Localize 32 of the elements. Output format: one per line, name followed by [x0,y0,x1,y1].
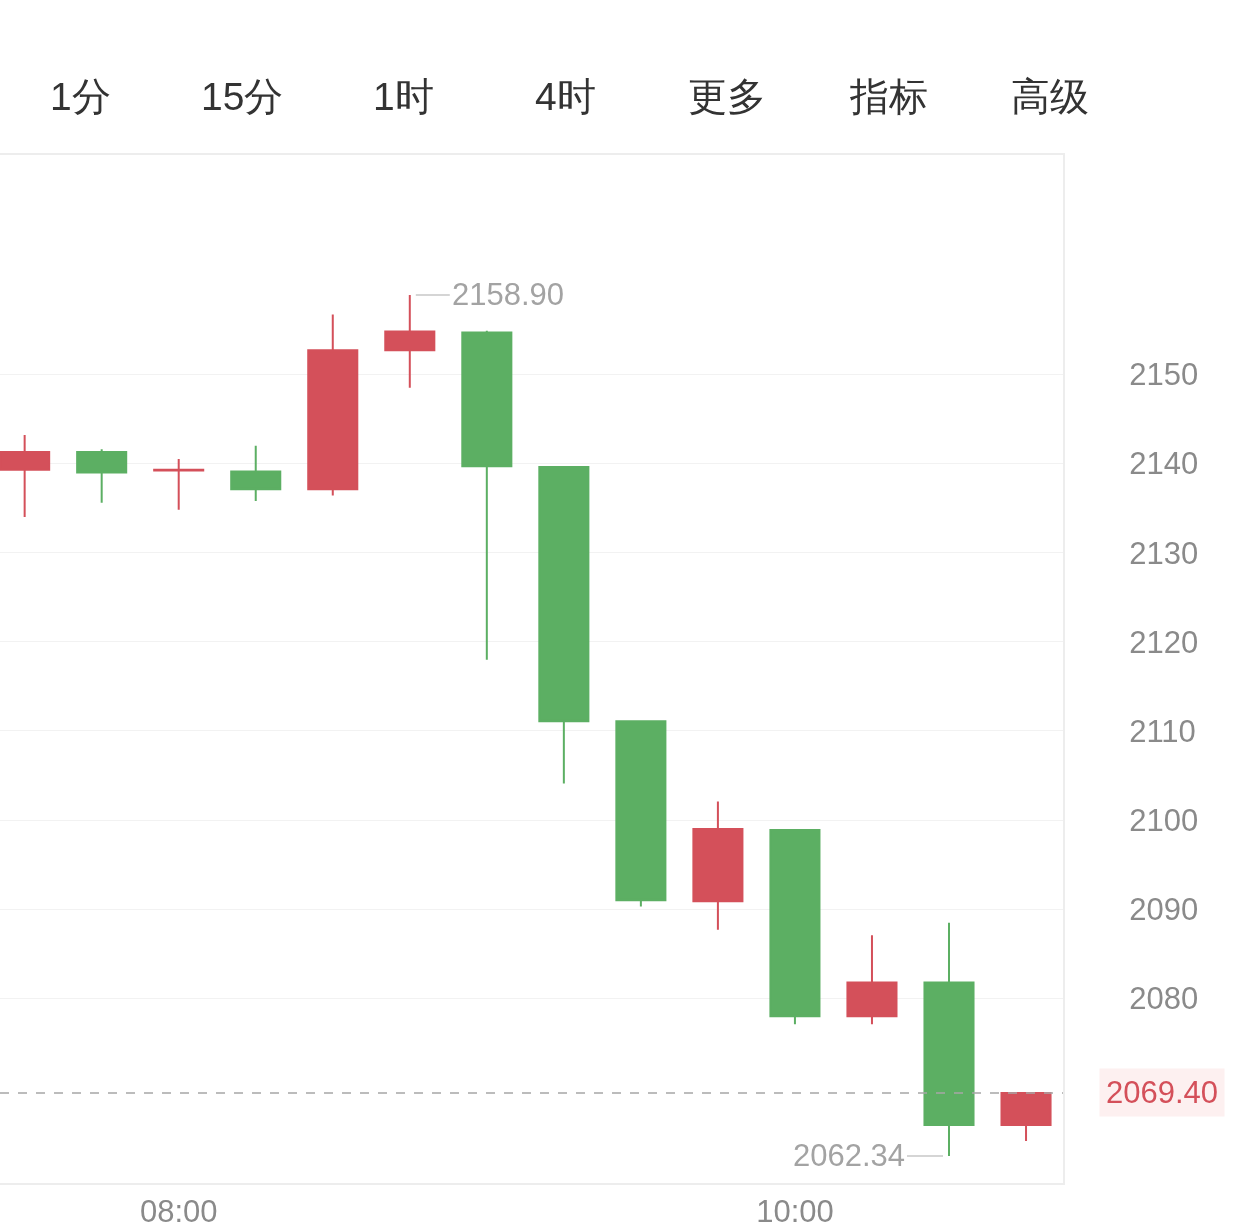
ref-line-label: 2069.40 [1106,1075,1219,1110]
text: 1分 [50,75,111,118]
text: 高级 [1011,75,1089,118]
annotation: 2062.34 [793,1138,906,1173]
text: 1时 [373,75,434,118]
y-tick-label: 2100 [1129,802,1199,838]
candlestick [230,444,282,502]
candlestick [615,720,667,908]
y-tick-label: 2150 [1129,357,1199,393]
candlestick [846,934,898,1026]
x-tick-label: 10:00 [756,1194,834,1228]
candlestick [76,448,128,504]
candlestick [538,466,590,785]
candlestick [0,433,51,518]
y-tick-label: 2130 [1129,535,1199,571]
y-tick-label: 2120 [1129,624,1199,660]
text: 4时 [535,75,596,118]
candlestick [153,458,205,511]
annotation: 2158.90 [452,277,565,312]
y-tick-label: 2080 [1129,981,1199,1017]
candlestick [461,329,513,661]
candlestick [1000,1091,1052,1143]
y-tick-label: 2140 [1129,446,1199,482]
candlestick [769,828,821,1026]
x-tick-label: 08:00 [139,1194,218,1228]
text: 指标 [849,75,928,118]
y-tick-label: 2090 [1129,892,1199,928]
y-tick-label: 2110 [1129,713,1196,749]
candlestick [692,800,744,931]
text: 15分 [201,75,284,118]
text: 更多 [688,75,766,118]
candlestick [307,313,359,497]
